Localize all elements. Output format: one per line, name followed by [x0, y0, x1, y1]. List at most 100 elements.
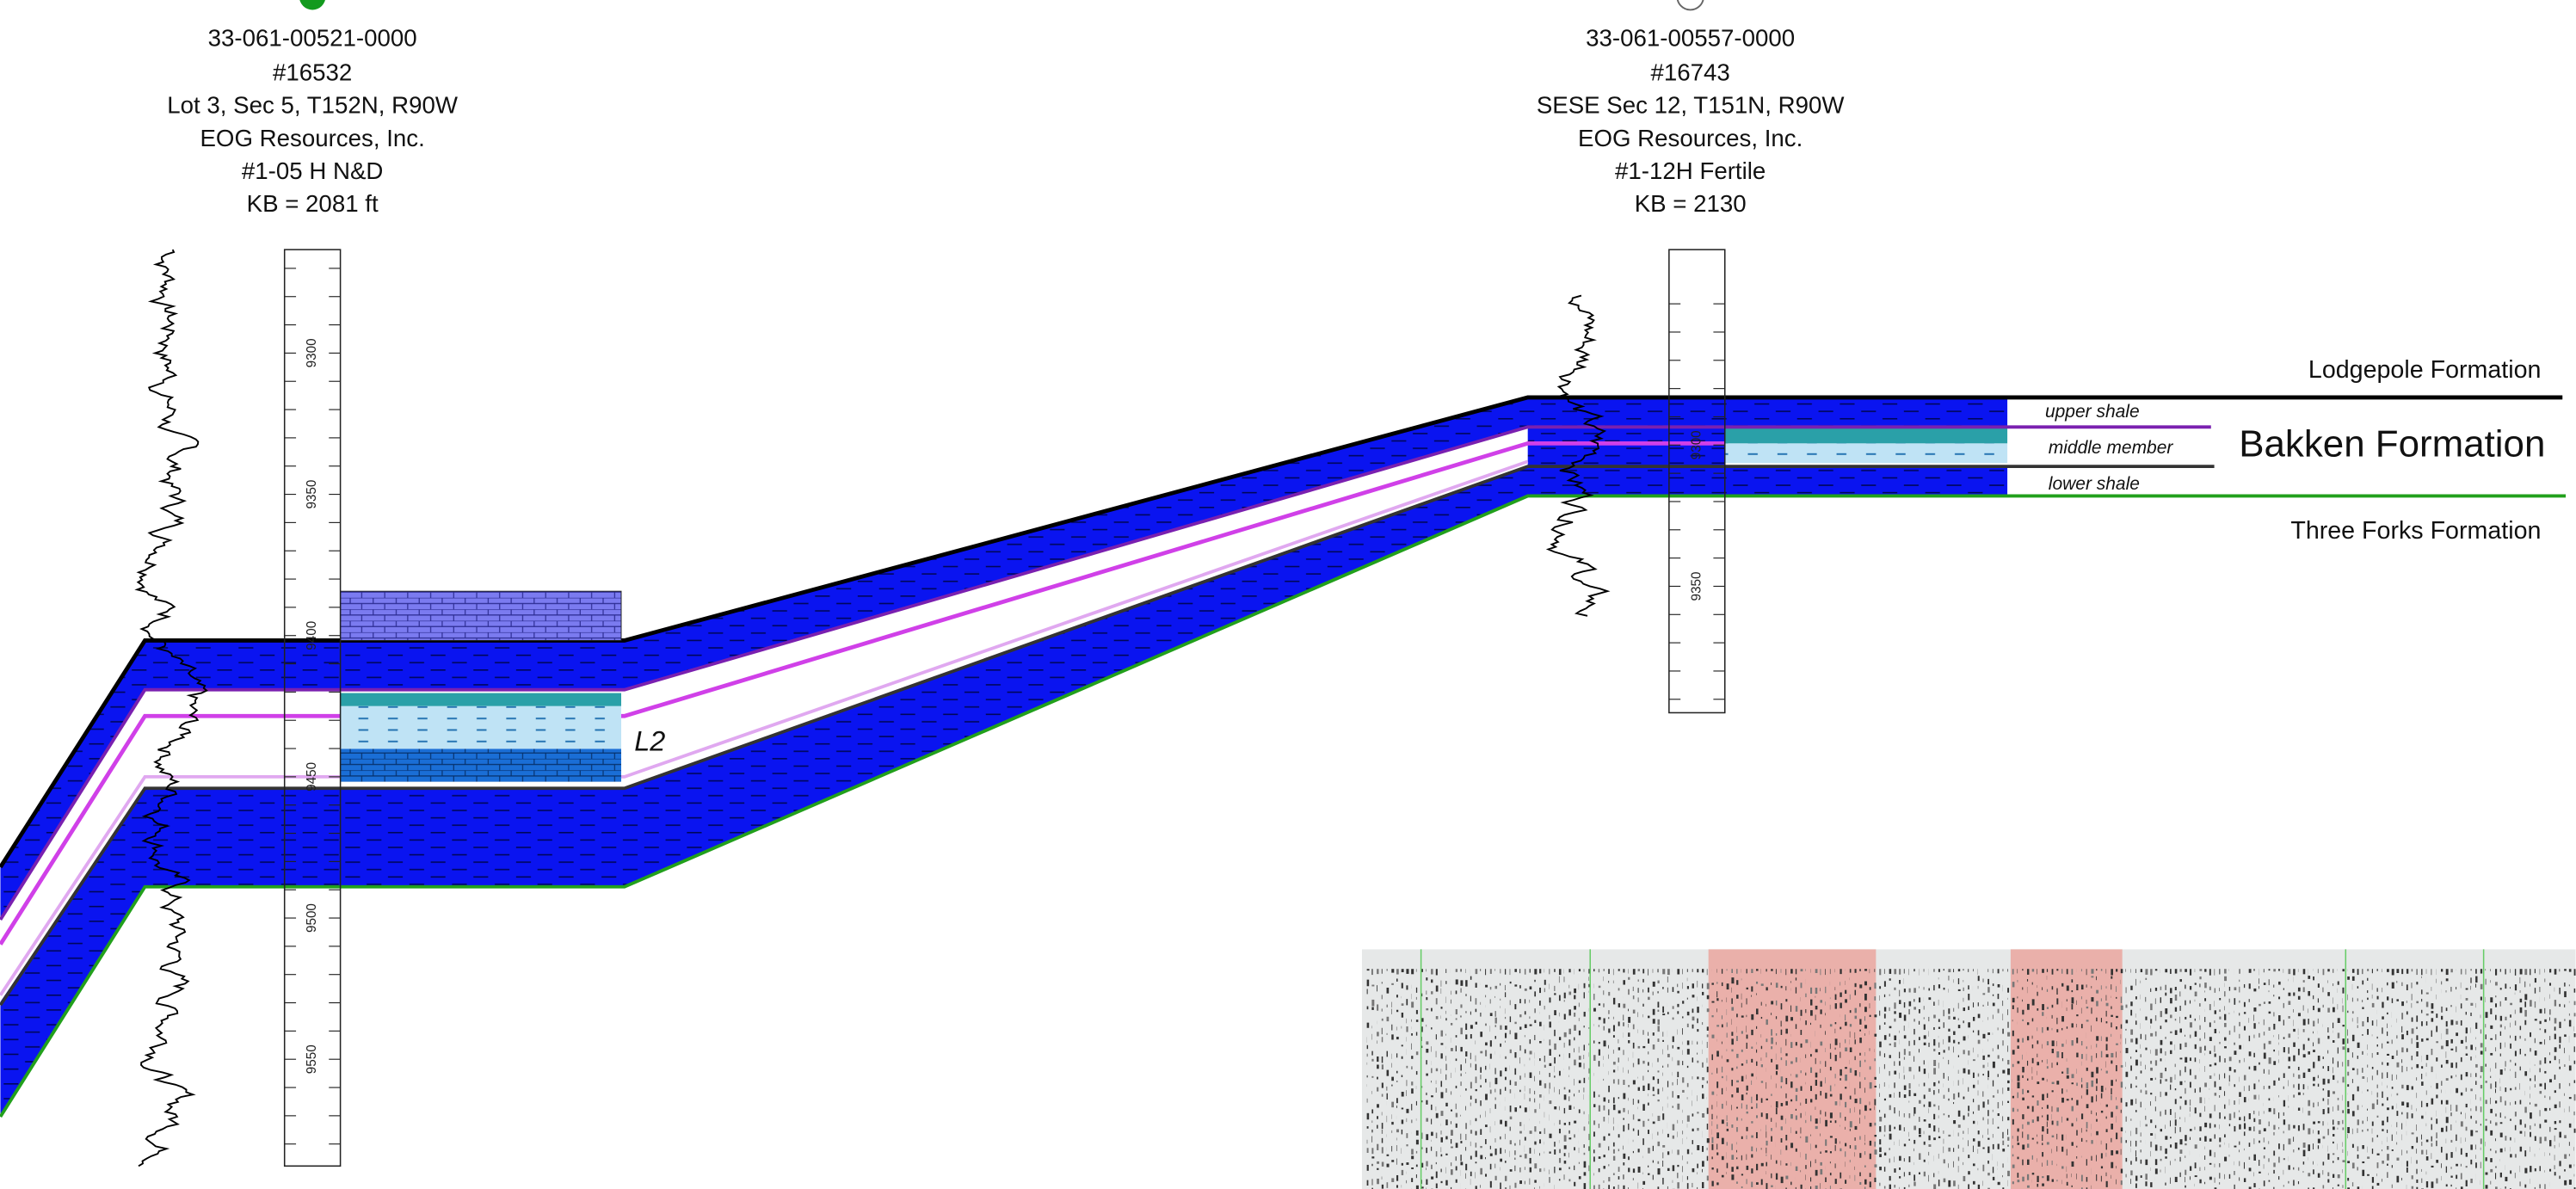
seismic-trace	[1558, 1054, 1561, 1057]
seismic-trace	[1648, 987, 1649, 993]
seismic-trace	[1554, 1029, 1556, 1037]
seismic-trace	[1829, 1066, 1832, 1071]
seismic-trace	[1686, 1065, 1689, 1069]
seismic-trace	[2174, 1176, 2178, 1182]
seismic-trace	[2357, 1154, 2359, 1159]
seismic-trace	[2514, 984, 2517, 991]
seismic-trace	[2317, 1101, 2319, 1106]
seismic-trace	[2002, 1163, 2004, 1168]
seismic-trace	[2342, 987, 2345, 994]
seismic-trace	[2302, 1142, 2306, 1149]
seismic-trace	[2012, 1095, 2015, 1099]
seismic-trace	[1810, 1022, 1811, 1026]
seismic-trace	[2431, 1165, 2434, 1167]
seismic-trace	[2534, 1136, 2536, 1142]
seismic-trace	[1371, 1148, 1374, 1155]
seismic-trace	[2031, 1044, 2034, 1049]
seismic-trace	[1628, 1085, 1630, 1087]
seismic-trace	[1953, 1031, 1956, 1035]
seismic-trace	[1662, 1178, 1664, 1185]
seismic-trace	[1731, 1105, 1732, 1111]
seismic-trace	[1977, 1130, 1980, 1135]
seismic-trace	[1889, 1133, 1892, 1140]
seismic-trace	[1968, 1155, 1970, 1159]
seismic-trace	[1514, 1004, 1517, 1010]
seismic-trace	[1889, 994, 1890, 996]
seismic-trace	[1489, 1163, 1492, 1170]
seismic-trace	[2376, 1135, 2378, 1137]
seismic-trace	[1652, 1174, 1654, 1180]
seismic-trace	[2046, 1059, 2048, 1064]
seismic-trace	[2199, 1087, 2201, 1093]
seismic-trace	[2268, 1180, 2271, 1182]
seismic-trace	[2042, 1077, 2044, 1081]
seismic-trace	[2480, 1029, 2482, 1034]
seismic-trace	[1381, 1056, 1384, 1063]
seismic-trace	[1726, 1162, 1729, 1168]
seismic-trace	[1445, 1153, 1448, 1155]
seismic-trace	[1371, 984, 1375, 987]
seismic-trace	[1854, 1015, 1858, 1020]
seismic-trace	[1460, 988, 1462, 993]
seismic-trace	[2524, 1038, 2526, 1041]
seismic-trace	[1918, 1172, 1920, 1175]
seismic-trace	[2436, 1178, 2438, 1184]
seismic-trace	[1874, 1076, 1877, 1080]
seismic-trace	[1608, 1028, 1611, 1033]
marker-line	[0, 441, 1725, 946]
seismic-trace	[2327, 1179, 2330, 1183]
seismic-trace	[2204, 1122, 2208, 1128]
seismic-trace	[1834, 1074, 1836, 1079]
seismic-trace	[2568, 984, 2570, 987]
seismic-trace	[2322, 1004, 2324, 1008]
seismic-trace	[2333, 1153, 2335, 1155]
seismic-trace	[1731, 1038, 1734, 1045]
seismic-trace	[1568, 1167, 1570, 1169]
seismic-trace	[1711, 1015, 1714, 1018]
seismic-trace	[2228, 1075, 2230, 1082]
seismic-trace	[1450, 1048, 1453, 1051]
seismic-trace	[2253, 988, 2257, 992]
seismic-trace	[1440, 1147, 1442, 1153]
seismic-trace	[2002, 1100, 2003, 1106]
seismic-trace	[2111, 1161, 2114, 1168]
seismic-trace	[2140, 1033, 2142, 1039]
seismic-trace	[1859, 1109, 1861, 1115]
seismic-trace	[2224, 1174, 2225, 1180]
seismic-trace	[2554, 1018, 2557, 1024]
seismic-trace	[1450, 1146, 1453, 1149]
seismic-trace	[1558, 1037, 1562, 1041]
seismic-trace	[2416, 1149, 2418, 1154]
seismic-trace	[1864, 1087, 1865, 1094]
seismic-trace	[2396, 1122, 2398, 1128]
seismic-trace	[2140, 1101, 2142, 1108]
seismic-trace	[2100, 1069, 2102, 1071]
seismic-trace	[1485, 1042, 1488, 1046]
seismic-trace	[1864, 1025, 1867, 1029]
seismic-trace	[2031, 1106, 2034, 1112]
seismic-trace	[1751, 995, 1753, 997]
seismic-trace	[2302, 1149, 2306, 1157]
seismic-trace	[2199, 1003, 2201, 1007]
seismic-trace	[2337, 1174, 2340, 1179]
seismic-trace	[1805, 1099, 1808, 1104]
seismic-trace	[2259, 1003, 2261, 1007]
seismic-trace	[2096, 1067, 2098, 1074]
seismic-trace	[2425, 1038, 2429, 1041]
seismic-trace	[2243, 1178, 2246, 1182]
seismic-trace	[1415, 1139, 1419, 1145]
seismic-trace	[2327, 969, 2330, 972]
depth-label: 9350	[1689, 571, 1704, 601]
seismic-trace	[1568, 1096, 1570, 1101]
seismic-trace	[1982, 1147, 1985, 1149]
seismic-trace	[2204, 1032, 2205, 1039]
seismic-trace	[2135, 1050, 2138, 1052]
seismic-trace	[2066, 1118, 2069, 1121]
seismic-trace	[2209, 969, 2211, 976]
seismic-trace	[2037, 1100, 2039, 1106]
seismic-trace	[1957, 1055, 1959, 1057]
seismic-trace	[1716, 1050, 1719, 1057]
seismic-trace	[1834, 1022, 1837, 1025]
seismic-trace	[1692, 1182, 1693, 1188]
seismic-trace	[1697, 969, 1699, 973]
